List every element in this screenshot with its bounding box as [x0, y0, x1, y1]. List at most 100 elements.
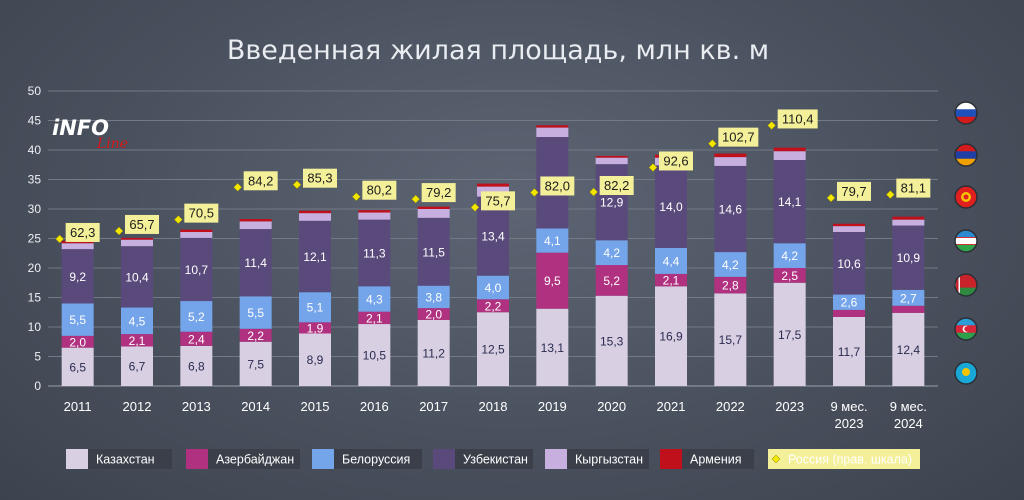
bar-segment — [239, 341, 272, 386]
bar-segment — [180, 331, 213, 346]
bar-segment — [180, 229, 213, 233]
bar-segment — [299, 333, 331, 386]
bar-segment — [358, 324, 391, 386]
bar-value-label: 10,5 — [363, 349, 387, 363]
x-tick-label: 2014 — [241, 399, 270, 414]
bar-segment — [180, 237, 213, 302]
bar-segment — [595, 240, 628, 266]
bar-segment — [477, 312, 509, 386]
bar-value-label: 2,1 — [663, 274, 680, 288]
bar-value-label: 2,1 — [129, 334, 146, 348]
x-tick-label: 2021 — [657, 399, 686, 414]
bar-value-label: 4,2 — [603, 246, 620, 260]
russia-value-label: 75,7 — [485, 193, 510, 208]
legend-label: Кыргызстан — [575, 453, 643, 467]
russia-value-label: 82,2 — [604, 178, 629, 193]
bar-segment — [714, 165, 747, 253]
legend-swatch — [186, 449, 208, 469]
bar-segment — [61, 335, 94, 348]
bar-value-label: 5,5 — [69, 313, 86, 327]
x-tick-label: 2022 — [716, 399, 745, 414]
bar-segment — [714, 252, 747, 277]
bar-value-label: 2,7 — [900, 291, 917, 305]
bar-value-label: 10,4 — [125, 270, 149, 284]
legend: Казахстан Азербайджан Белоруссия Узбекистан… — [66, 449, 920, 469]
russia-marker — [233, 182, 243, 192]
bar-value-label: 11,3 — [363, 246, 386, 260]
bar-segment — [417, 217, 450, 286]
bar-segment — [714, 153, 747, 158]
x-tick-label: 2018 — [479, 399, 508, 414]
bar-value-label: 9,2 — [69, 270, 86, 284]
legend-item-background — [545, 449, 649, 469]
bar-segment — [61, 240, 94, 244]
legend-item: Узбекистан — [433, 449, 533, 469]
russia-value-label: 82,0 — [545, 178, 570, 193]
y-tick-label: 10 — [28, 320, 42, 334]
bar-segment — [61, 303, 94, 336]
russia-value-label: 85,3 — [307, 171, 332, 186]
bar-segment — [536, 252, 569, 309]
legend-label: Россия (прав. шкала) — [788, 453, 912, 467]
bar-segment — [892, 289, 925, 306]
legend-label: Белоруссия — [342, 453, 410, 467]
bar-segment — [892, 225, 925, 290]
legend-item: Россия (прав. шкала) — [768, 449, 920, 469]
bar-value-label: 6,5 — [69, 360, 86, 374]
bar-value-label: 3,8 — [425, 290, 442, 304]
legend-swatch — [660, 449, 682, 469]
legend-label: Казахстан — [96, 453, 155, 467]
x-tick-label: 2012 — [123, 399, 152, 414]
y-tick-label: 40 — [28, 143, 42, 157]
russia-marker — [826, 193, 836, 203]
legend-item: Белоруссия — [312, 449, 422, 469]
bar-segment — [477, 275, 509, 300]
russia-marker — [173, 215, 183, 224]
russia-marker — [292, 180, 302, 190]
bar-segment — [833, 226, 865, 233]
bar-segment — [239, 221, 272, 230]
bar-value-label: 2,2 — [485, 299, 502, 313]
bar-segment — [655, 273, 687, 287]
bar-segment — [536, 228, 569, 253]
russia-value-label: 65,7 — [129, 217, 154, 232]
russia-label-box — [837, 181, 871, 201]
flag-kyrgyzstan-icon — [954, 185, 978, 209]
legend-item: Кыргызстан — [545, 449, 649, 469]
russia-value-label: 110,4 — [782, 111, 814, 126]
bar-value-label: 1,9 — [307, 321, 324, 335]
russia-series: 62,3 65,7 70,5 84,2 85,3 80,2 79,2 75,7 82,0 82,2… — [55, 109, 931, 244]
russia-value-label: 70,5 — [189, 206, 214, 221]
legend-swatch — [433, 449, 455, 469]
russia-marker — [351, 192, 361, 202]
bar-segment — [417, 206, 450, 209]
bar-segment — [358, 286, 391, 312]
bar-value-label: 4,3 — [366, 292, 383, 306]
bar-segment — [773, 282, 806, 386]
bar-value-label: 15,7 — [719, 333, 743, 347]
flag-belarus-icon — [954, 273, 978, 297]
bar-value-label: 5,1 — [307, 301, 324, 315]
bar-value-label: 2,6 — [841, 296, 858, 310]
russia-label-box — [540, 176, 575, 196]
russia-value-label: 81,1 — [901, 181, 926, 196]
russia-value-label: 79,2 — [426, 185, 451, 200]
bar-segment — [121, 334, 153, 347]
x-tick-label: 2019 — [538, 399, 567, 414]
bar-segment — [358, 219, 391, 287]
bar-segment — [358, 311, 391, 325]
russia-label-box — [362, 180, 397, 200]
legend-label: Азербайджан — [216, 453, 294, 467]
bar-value-label: 2,0 — [69, 335, 86, 349]
bar-value-label: 5,2 — [188, 310, 205, 324]
russia-label-box — [896, 178, 931, 198]
bar-value-label: 2,1 — [366, 311, 383, 325]
bar-segment — [536, 127, 569, 138]
bar-segment — [773, 160, 806, 244]
bar-segment — [892, 216, 925, 220]
russia-value-label: 92,6 — [663, 153, 688, 168]
bar-segment — [239, 219, 272, 222]
x-tick-label: 2020 — [597, 399, 626, 414]
